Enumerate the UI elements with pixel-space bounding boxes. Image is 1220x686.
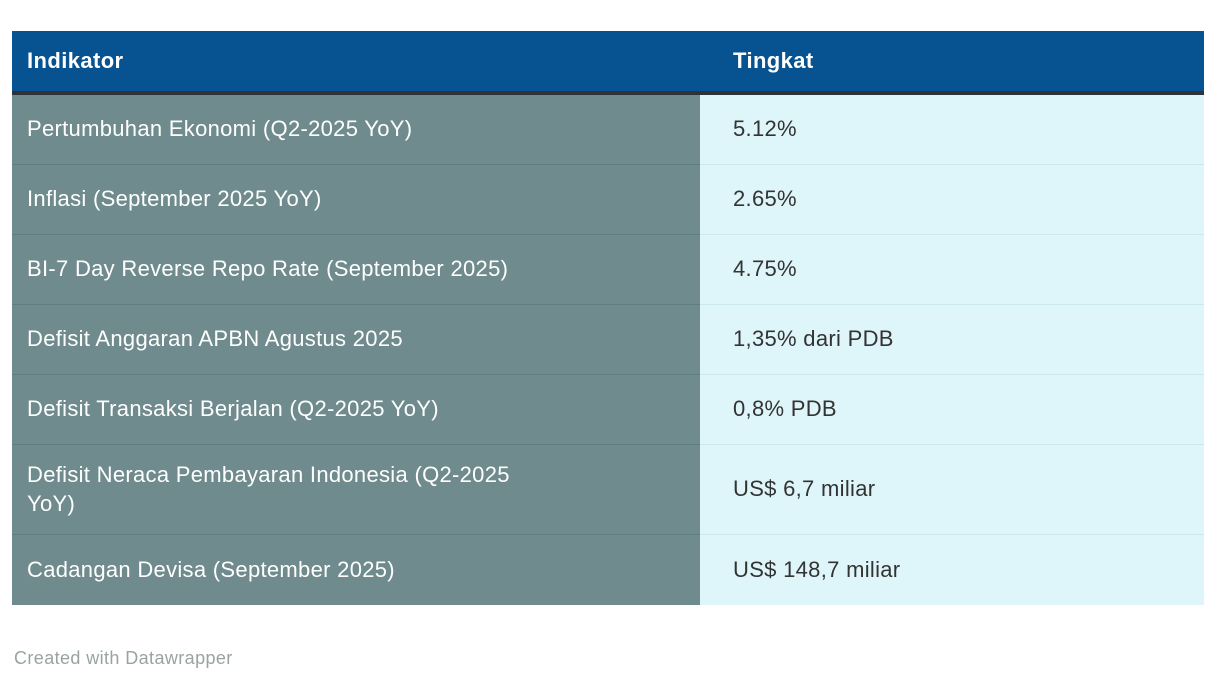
- table-row: Defisit Neraca Pembayaran Indonesia (Q2-…: [12, 445, 1204, 536]
- value-cell: US$ 148,7 miliar: [700, 535, 1204, 606]
- value-label: US$ 6,7 miliar: [733, 476, 876, 502]
- value-cell: 1,35% dari PDB: [700, 305, 1204, 375]
- column-header-tingkat-label: Tingkat: [733, 48, 814, 73]
- value-label: 2.65%: [733, 186, 797, 212]
- table-row: Defisit Transaksi Berjalan (Q2-2025 YoY)…: [12, 375, 1204, 445]
- value-cell: 5.12%: [700, 95, 1204, 165]
- table-row: Defisit Anggaran APBN Agustus 2025 1,35%…: [12, 305, 1204, 375]
- table-row: Pertumbuhan Ekonomi (Q2-2025 YoY) 5.12%: [12, 95, 1204, 165]
- indicator-cell: Cadangan Devisa (September 2025): [12, 535, 700, 606]
- table-row: Inflasi (September 2025 YoY) 2.65%: [12, 165, 1204, 235]
- column-header-indikator: Indikator: [12, 31, 700, 91]
- value-cell: 2.65%: [700, 165, 1204, 235]
- value-cell: 0,8% PDB: [700, 375, 1204, 445]
- economic-indicators-table: Indikator Tingkat Pertumbuhan Ekonomi (Q…: [12, 31, 1204, 606]
- indicator-label: Cadangan Devisa (September 2025): [27, 556, 395, 582]
- value-label: 4.75%: [733, 256, 797, 282]
- value-cell: 4.75%: [700, 235, 1204, 305]
- column-header-tingkat: Tingkat: [700, 31, 1204, 91]
- indicator-label: Inflasi (September 2025 YoY): [27, 186, 322, 212]
- value-label: 1,35% dari PDB: [733, 326, 894, 352]
- value-label: US$ 148,7 miliar: [733, 556, 901, 582]
- table-header-row: Indikator Tingkat: [12, 31, 1204, 95]
- indicator-cell: Defisit Neraca Pembayaran Indonesia (Q2-…: [12, 445, 700, 536]
- table-row: Cadangan Devisa (September 2025) US$ 148…: [12, 535, 1204, 606]
- indicator-cell: Pertumbuhan Ekonomi (Q2-2025 YoY): [12, 95, 700, 165]
- indicator-cell: Defisit Transaksi Berjalan (Q2-2025 YoY): [12, 375, 700, 445]
- value-label: 5.12%: [733, 116, 797, 142]
- indicator-label: Defisit Transaksi Berjalan (Q2-2025 YoY): [27, 396, 439, 422]
- indicator-cell: Defisit Anggaran APBN Agustus 2025: [12, 305, 700, 375]
- table-body: Pertumbuhan Ekonomi (Q2-2025 YoY) 5.12% …: [12, 95, 1204, 606]
- indicator-cell: BI-7 Day Reverse Repo Rate (September 20…: [12, 235, 700, 305]
- value-cell: US$ 6,7 miliar: [700, 445, 1204, 536]
- table-row: BI-7 Day Reverse Repo Rate (September 20…: [12, 235, 1204, 305]
- indicator-label: BI-7 Day Reverse Repo Rate (September 20…: [27, 256, 509, 282]
- indicator-label: Pertumbuhan Ekonomi (Q2-2025 YoY): [27, 116, 413, 142]
- value-label: 0,8% PDB: [733, 396, 837, 422]
- indicator-cell: Inflasi (September 2025 YoY): [12, 165, 700, 235]
- indicator-label: Defisit Anggaran APBN Agustus 2025: [27, 326, 403, 352]
- column-header-indikator-label: Indikator: [27, 48, 124, 73]
- indicator-label: Defisit Neraca Pembayaran Indonesia (Q2-…: [27, 462, 510, 516]
- datawrapper-attribution-link[interactable]: Created with Datawrapper: [14, 648, 233, 668]
